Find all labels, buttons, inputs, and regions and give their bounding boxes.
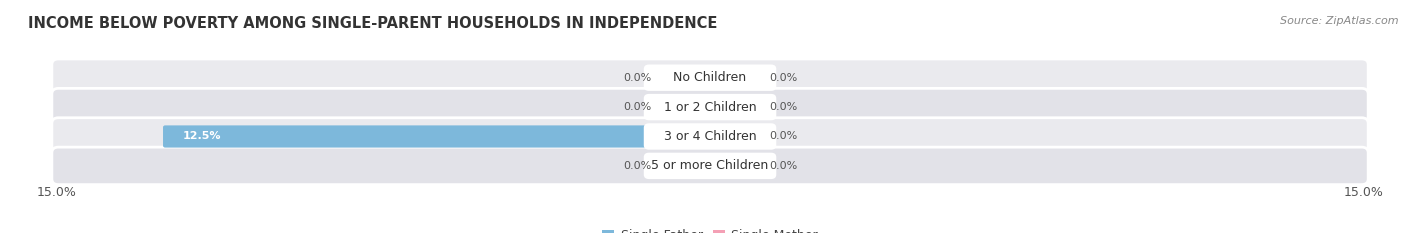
Text: 0.0%: 0.0% (623, 161, 651, 171)
FancyBboxPatch shape (707, 67, 765, 89)
FancyBboxPatch shape (163, 125, 713, 147)
Text: 12.5%: 12.5% (183, 131, 221, 141)
FancyBboxPatch shape (707, 155, 765, 177)
FancyBboxPatch shape (644, 94, 776, 120)
FancyBboxPatch shape (707, 96, 765, 118)
FancyBboxPatch shape (707, 125, 765, 147)
FancyBboxPatch shape (655, 96, 713, 118)
FancyBboxPatch shape (52, 88, 1368, 126)
Text: 5 or more Children: 5 or more Children (651, 159, 769, 172)
Text: Source: ZipAtlas.com: Source: ZipAtlas.com (1281, 16, 1399, 26)
FancyBboxPatch shape (52, 147, 1368, 185)
Text: 0.0%: 0.0% (623, 102, 651, 112)
FancyBboxPatch shape (52, 59, 1368, 96)
Text: 0.0%: 0.0% (769, 73, 797, 83)
Text: 1 or 2 Children: 1 or 2 Children (664, 101, 756, 114)
Text: 3 or 4 Children: 3 or 4 Children (664, 130, 756, 143)
Text: No Children: No Children (673, 71, 747, 84)
Text: 0.0%: 0.0% (769, 161, 797, 171)
Legend: Single Father, Single Mother: Single Father, Single Mother (598, 224, 823, 233)
Text: 0.0%: 0.0% (769, 102, 797, 112)
FancyBboxPatch shape (644, 65, 776, 91)
FancyBboxPatch shape (655, 155, 713, 177)
Text: INCOME BELOW POVERTY AMONG SINGLE-PARENT HOUSEHOLDS IN INDEPENDENCE: INCOME BELOW POVERTY AMONG SINGLE-PARENT… (28, 16, 717, 31)
FancyBboxPatch shape (644, 153, 776, 179)
FancyBboxPatch shape (644, 123, 776, 150)
FancyBboxPatch shape (655, 67, 713, 89)
Text: 0.0%: 0.0% (623, 73, 651, 83)
FancyBboxPatch shape (52, 118, 1368, 155)
Text: 0.0%: 0.0% (769, 131, 797, 141)
